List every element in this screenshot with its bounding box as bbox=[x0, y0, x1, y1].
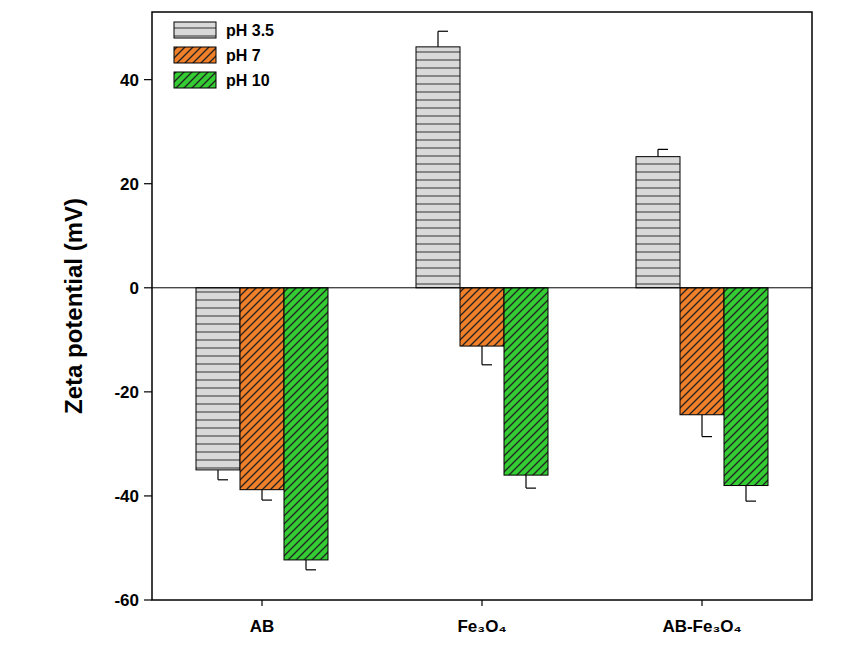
x-tick-label: Fe₃O₄ bbox=[457, 617, 506, 636]
error-bar bbox=[746, 486, 756, 502]
zero-line bbox=[152, 287, 812, 288]
legend-label: pH 10 bbox=[226, 72, 270, 89]
x-tick-label: AB bbox=[250, 617, 275, 636]
chart: -60 -40 -20 0 20 40 AB Fe₃O₄ AB-Fe₃O₄ Zeta potent… bbox=[0, 0, 845, 668]
y-tick-label: -60 bbox=[114, 591, 139, 610]
error-bar bbox=[218, 470, 228, 480]
bar bbox=[284, 288, 328, 560]
legend-label: pH 7 bbox=[226, 47, 261, 64]
legend-swatch bbox=[174, 72, 216, 88]
y-tick-label: -20 bbox=[114, 383, 139, 402]
x-tick bbox=[481, 600, 482, 606]
y-tick-label: 20 bbox=[120, 175, 139, 194]
y-axis-label: Zeta potential (mV) bbox=[60, 198, 87, 414]
bar bbox=[636, 157, 680, 288]
y-tick bbox=[144, 287, 152, 288]
plot-frame bbox=[152, 12, 812, 600]
error-bar bbox=[438, 31, 448, 47]
y-tick-label: 0 bbox=[130, 279, 139, 298]
bar bbox=[196, 288, 240, 470]
y-tick bbox=[144, 495, 152, 496]
bar bbox=[724, 288, 768, 486]
y-tick-label: -40 bbox=[114, 487, 139, 506]
error-bar bbox=[658, 149, 668, 156]
legend-swatch bbox=[174, 22, 216, 38]
bars bbox=[196, 31, 768, 570]
bar bbox=[460, 288, 504, 346]
bar bbox=[680, 288, 724, 415]
y-tick-label: 40 bbox=[120, 71, 139, 90]
y-tick bbox=[144, 391, 152, 392]
error-bar bbox=[702, 415, 712, 437]
y-tick bbox=[144, 183, 152, 184]
legend: pH 3.5 pH 7 pH 10 bbox=[174, 22, 274, 89]
bar bbox=[240, 288, 284, 490]
bar bbox=[504, 288, 548, 475]
y-tick bbox=[144, 79, 152, 80]
y-tick bbox=[144, 599, 152, 600]
error-bar bbox=[482, 346, 492, 365]
legend-label: pH 3.5 bbox=[226, 22, 274, 39]
error-bar bbox=[526, 475, 536, 488]
error-bar bbox=[306, 560, 316, 570]
x-tick bbox=[261, 600, 262, 606]
error-bar bbox=[262, 490, 272, 500]
x-tick bbox=[701, 600, 702, 606]
x-tick-label: AB-Fe₃O₄ bbox=[662, 617, 741, 636]
legend-swatch bbox=[174, 47, 216, 63]
bar bbox=[416, 47, 460, 288]
